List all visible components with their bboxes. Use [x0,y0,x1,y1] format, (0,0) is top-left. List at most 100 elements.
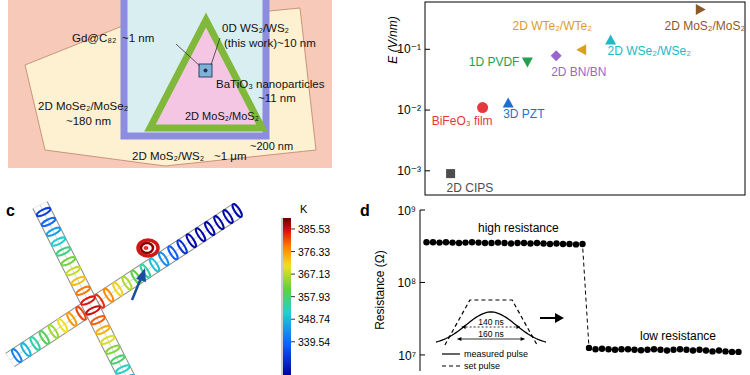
point [443,239,449,245]
annotation: high resistance [478,221,559,235]
colorbar-cell [283,373,291,374]
colorbar-cell [283,242,291,243]
colorbar-cell [283,243,291,244]
point [657,347,663,353]
point-label: 3D PZT [503,107,545,121]
colorbar-cell [283,289,291,290]
colorbar-cell [283,250,291,251]
ring [112,281,124,296]
colorbar-cell [283,348,291,349]
colorbar-cell [283,225,291,226]
hot-spot [141,243,153,253]
colorbar-cell [283,354,291,355]
ring [41,216,57,227]
item-size: ~200 nm [250,140,293,152]
panel-label: c [6,202,15,219]
colorbar-cell [283,273,291,274]
colorbar-cell [283,261,291,262]
colorbar-cell [283,315,291,316]
ring [194,227,206,242]
width-label: 160 ns [478,329,504,339]
colorbar-cell [283,326,291,327]
point [503,98,514,108]
colorbar-cell [283,275,291,276]
colorbar-cell [283,329,291,330]
ring [51,236,67,247]
y-tick [425,170,430,171]
colorbar-cell [283,343,291,344]
ring [46,226,62,237]
ring [222,209,234,224]
colorbar-cell [283,301,291,302]
colorbar-cell [283,228,291,229]
width-label: 140 ns [478,317,504,327]
colorbar-cell [283,224,291,225]
colorbar-cell [283,328,291,329]
colorbar-cell [283,252,291,253]
colorbar-cell [283,245,291,246]
colorbar-cell [283,333,291,334]
colorbar-cell [283,251,291,252]
ring [75,285,91,296]
colorbar-tick [291,274,295,275]
point [430,239,436,245]
point [716,347,722,353]
colorbar-tick-label: 357.93 [298,291,330,303]
point [592,346,598,352]
point-label: 2D MoS₂/MoS₂ [665,19,746,33]
resistance-line [427,242,739,352]
colorbar-cell [283,353,291,354]
colorbar-cell [283,218,291,219]
ring [105,344,121,355]
ring [121,275,133,290]
ring [36,206,52,217]
colorbar-cell [283,314,291,315]
y-tick [420,210,425,211]
colorbar-tick-label: 376.33 [298,246,330,258]
colorbar-cell [283,244,291,245]
point [514,240,520,246]
point [664,347,670,353]
item-name: Gd@C₈₂ [72,32,117,44]
item-size: ~10 nm [277,37,316,49]
colorbar-cell [283,369,291,370]
ring [56,246,72,257]
item-note: (this work) [224,37,277,49]
item-size: ~180 nm [66,115,111,127]
colorbar-cell [283,229,291,230]
point [482,240,488,246]
y-tick-label: 10⁸ [398,276,416,290]
point [446,169,455,178]
legend-label: set pulse [464,361,500,371]
ring [100,334,116,345]
colorbar-cell [283,223,291,224]
colorbar-cell [283,366,291,367]
colorbar-cell [283,334,291,335]
point [547,241,553,247]
point [625,346,631,352]
item-size: ~11 nm [258,92,296,104]
ring [213,215,225,230]
point [612,347,618,353]
point [436,239,442,245]
ring [115,364,131,375]
colorbar-cell [283,241,291,242]
colorbar-cell [283,253,291,254]
y-tick-label: 10⁻¹ [397,42,421,56]
point [670,347,676,353]
colorbar-cell [283,358,291,359]
colorbar-cell [283,280,291,281]
point-label: 2D WTe₂/WTe₂ [512,19,592,33]
colorbar-cell [283,257,291,258]
colorbar-cell [283,339,291,340]
figure: 2D MoS₂/WS₂~1 μm2D MoSe₂/MoSe₂~180 nm2D … [0,0,750,375]
measured-pulse [436,312,546,342]
point [540,240,546,246]
colorbar-cell [283,368,291,369]
ring [10,348,22,363]
point [553,240,559,246]
colorbar-cell [283,361,291,362]
colorbar-cell [283,350,291,351]
ring [102,287,114,302]
y-tick [425,110,430,111]
